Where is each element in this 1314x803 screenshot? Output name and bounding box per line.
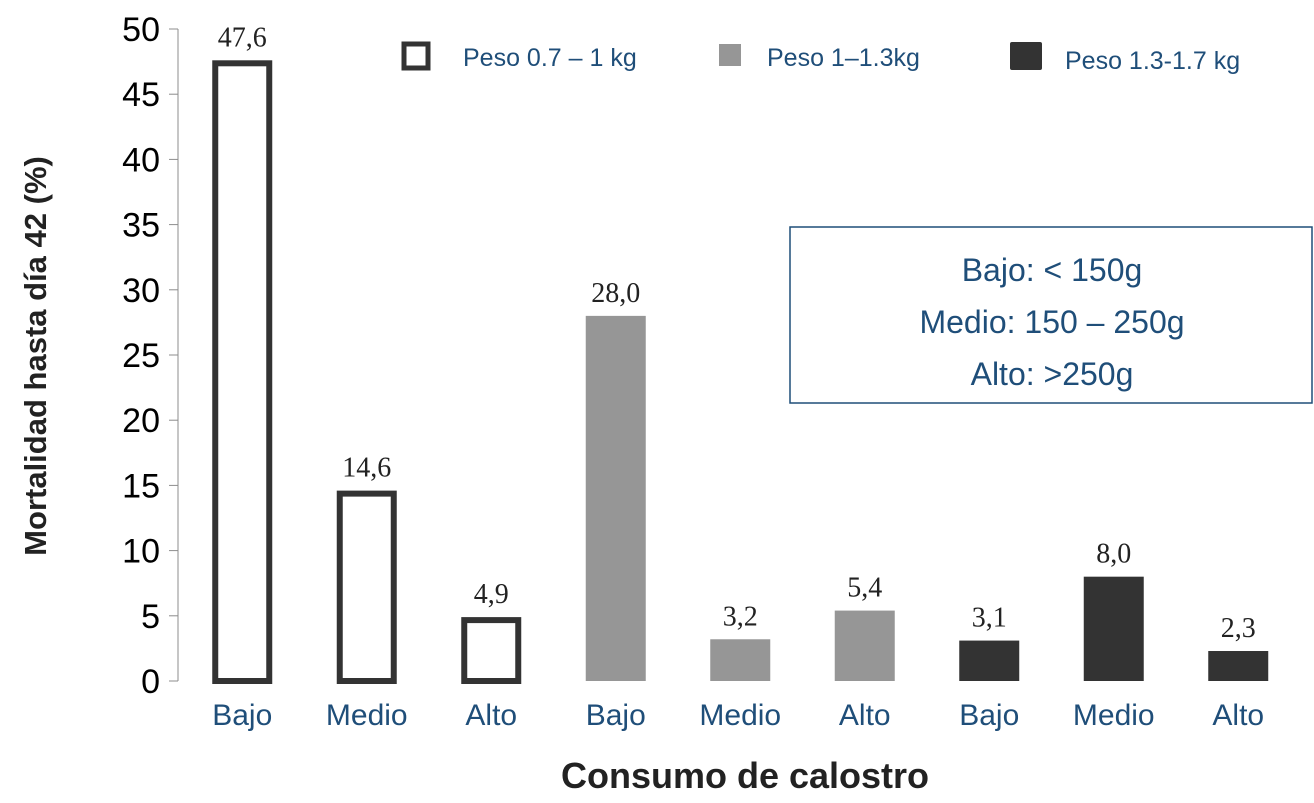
data-label: 5,4: [847, 573, 882, 604]
y-axis-title: Mortalidad hasta día 42 (%): [18, 156, 53, 556]
y-tick-label: 50: [122, 11, 160, 49]
bar: [834, 610, 895, 681]
legend-label: Peso 0.7 – 1 kg: [463, 44, 637, 72]
y-axis-ticks: 0 5 10 15 20 25 30 35 40 45 50: [122, 11, 179, 701]
y-tick-label: 30: [122, 272, 160, 310]
y-tick-label: 20: [122, 402, 160, 440]
bar: [959, 640, 1020, 681]
legend-label: Peso 1.3-1.7 kg: [1065, 47, 1240, 75]
annotation-box: Bajo: < 150g Medio: 150 – 250g Alto: >25…: [789, 226, 1313, 404]
legend-label: Peso 1–1.3kg: [767, 44, 920, 72]
bar: [212, 60, 273, 684]
bar: [461, 617, 522, 685]
legend-swatch-outline: [401, 41, 431, 71]
legend-swatch-dark: [1010, 42, 1042, 70]
data-labels: 47,6 14,6 4,9 28,0 3,2 5,4 3,1 8,0 2,3: [218, 22, 1256, 644]
x-category-label: Alto: [1212, 699, 1264, 732]
x-category-label: Alto: [839, 699, 891, 732]
data-label: 28,0: [591, 278, 640, 309]
y-tick-label: 10: [122, 533, 160, 571]
annotation-border: [789, 226, 1313, 404]
bar: [336, 490, 397, 684]
y-tick-label: 25: [122, 337, 160, 375]
y-tick-label: 45: [122, 76, 160, 114]
legend-swatch-gray: [719, 44, 741, 66]
x-axis-title: Consumo de calostro: [561, 755, 929, 796]
annotation-line: Medio: 150 – 250g: [919, 304, 1184, 340]
y-tick-label: 5: [141, 598, 160, 636]
data-label: 3,1: [972, 603, 1007, 634]
bar: [1208, 651, 1269, 681]
bars: [212, 60, 1269, 685]
x-category-label: Bajo: [959, 699, 1019, 732]
data-label: 47,6: [218, 22, 267, 53]
category-labels: Bajo Medio Alto Bajo Medio Alto Bajo Medio Alto: [212, 699, 1264, 732]
data-label: 3,2: [723, 601, 758, 632]
x-category-label: Medio: [326, 699, 408, 732]
data-label: 14,6: [342, 453, 391, 484]
data-label: 8,0: [1096, 539, 1131, 570]
x-category-label: Bajo: [586, 699, 646, 732]
x-category-label: Bajo: [212, 699, 272, 732]
y-tick-label: 15: [122, 467, 160, 505]
bar: [1083, 576, 1144, 681]
y-tick-label: 0: [141, 663, 160, 701]
y-tick-label: 40: [122, 141, 160, 179]
data-label: 2,3: [1221, 613, 1256, 644]
y-tick-label: 35: [122, 207, 160, 245]
x-category-label: Medio: [1073, 699, 1155, 732]
annotation-line: Alto: >250g: [971, 356, 1134, 392]
x-category-label: Alto: [465, 699, 517, 732]
data-label: 4,9: [474, 579, 509, 610]
annotation-line: Bajo: < 150g: [962, 252, 1143, 288]
x-category-label: Medio: [699, 699, 781, 732]
bar: [585, 315, 646, 681]
legend: Peso 0.7 – 1 kg Peso 1–1.3kg Peso 1.3-1.…: [401, 41, 1240, 75]
bar: [710, 639, 771, 681]
